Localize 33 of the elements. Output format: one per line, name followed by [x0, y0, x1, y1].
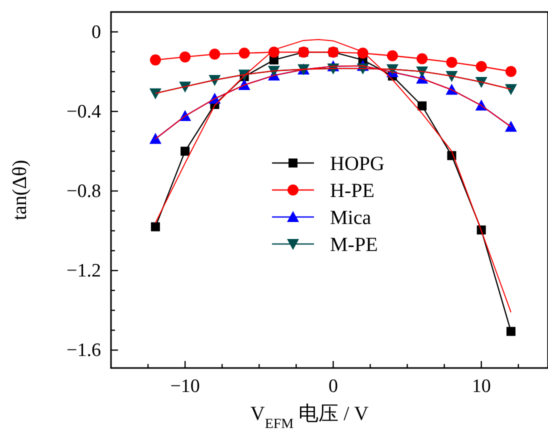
point	[505, 66, 516, 77]
legend-label: Mica	[330, 207, 372, 229]
point	[150, 222, 160, 232]
point	[208, 75, 221, 86]
point	[476, 60, 487, 72]
point	[475, 77, 488, 88]
point	[504, 120, 517, 132]
y-tick-label: −0.8	[66, 180, 101, 202]
legend-label: HOPG	[330, 153, 384, 175]
point	[238, 48, 250, 59]
point	[209, 48, 220, 60]
y-tick-label: −1.2	[66, 260, 101, 282]
point	[446, 56, 458, 68]
point	[418, 101, 427, 110]
ylabel: tan(Δθ)	[9, 160, 31, 220]
point	[386, 50, 398, 62]
y-tick-label: −0.4	[66, 101, 102, 122]
point	[180, 146, 190, 156]
y-tick-label: 0	[92, 22, 101, 43]
legend-label: H-PE	[330, 180, 374, 202]
legend-label: M-PE	[330, 234, 378, 256]
x-tick-label: 10	[472, 376, 491, 397]
point	[150, 54, 161, 66]
y-tick-label: −1.6	[66, 340, 101, 362]
point	[149, 132, 162, 144]
point	[149, 88, 162, 100]
point	[506, 326, 516, 336]
point	[180, 51, 191, 62]
point	[504, 84, 517, 96]
x-tick-label: 0	[328, 376, 338, 397]
xlabel: V$_{EFM}$ 电压 / V	[250, 403, 369, 432]
point	[416, 53, 428, 64]
x-tick-label: −10	[170, 376, 200, 397]
